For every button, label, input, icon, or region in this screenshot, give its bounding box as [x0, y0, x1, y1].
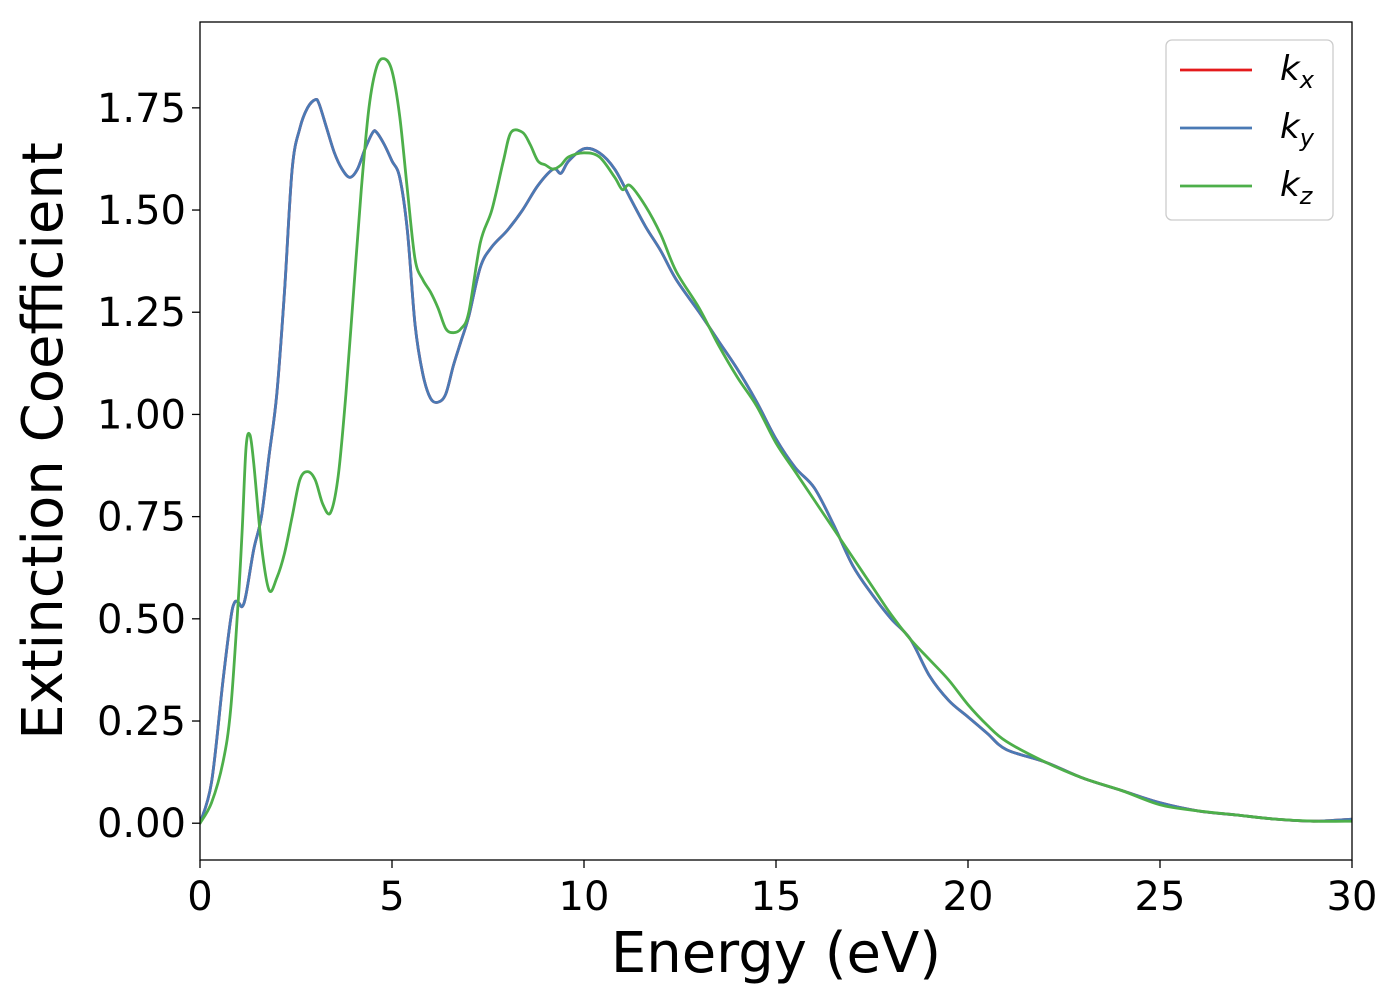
x-tick-label: 5: [379, 874, 404, 920]
x-tick-label: 0: [187, 874, 212, 920]
x-tick-label: 25: [1135, 874, 1186, 920]
x-axis-ticks: 0 5 10 15 20 25 30: [187, 860, 1377, 920]
x-axis-title: Energy (eV): [611, 921, 941, 986]
legend-label-kx: kx: [1280, 49, 1315, 94]
legend: kx ky kz: [1165, 39, 1334, 221]
y-tick-label: 0.25: [97, 699, 186, 745]
x-tick-label: 20: [943, 874, 994, 920]
x-tick-label: 30: [1327, 874, 1378, 920]
y-tick-label: 1.00: [97, 392, 186, 438]
y-tick-label: 1.25: [97, 290, 186, 336]
series-line-kz: [200, 57, 1352, 825]
legend-box: [1165, 39, 1334, 221]
x-tick-label: 10: [559, 874, 610, 920]
x-tick-label: 15: [751, 874, 802, 920]
y-tick-label: 0.00: [97, 801, 186, 847]
legend-label-ky: ky: [1280, 107, 1315, 152]
legend-label-kz: kz: [1280, 165, 1314, 210]
y-tick-label: 1.50: [97, 188, 186, 234]
y-axis-title: Extinction Coefficient: [11, 142, 76, 740]
y-tick-label: 1.75: [97, 86, 186, 132]
y-axis-ticks: 0.00 0.25 0.50 0.75 1.00 1.25 1.50 1.75: [97, 86, 200, 847]
series-line-ky: [200, 97, 1352, 825]
y-tick-label: 0.50: [97, 597, 186, 643]
y-tick-label: 0.75: [97, 495, 186, 541]
